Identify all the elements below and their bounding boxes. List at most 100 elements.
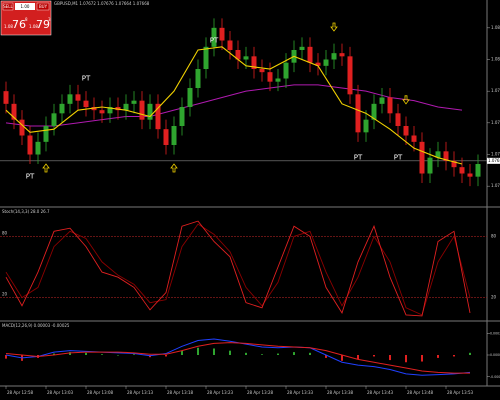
histogram-bar — [405, 355, 407, 363]
one-click-panel: SELL 1.00 BUY 1.08 76 8 1.08 79 3 — [0, 0, 52, 36]
main-title: GBPUSD,M1 1.07672 1.07676 1.07664 1.0766… — [54, 1, 150, 6]
macd-title: MACD(12,26,9) 0.00003 -0.00025 — [2, 323, 70, 328]
sell-price-big: 76 — [12, 18, 26, 31]
histogram-bar — [373, 355, 375, 357]
candle-body — [51, 113, 57, 126]
level-label-left: 80 — [2, 230, 8, 235]
y-tick-label: 1.0780 — [491, 120, 500, 125]
histogram-bar — [309, 352, 311, 355]
candle-body — [19, 119, 25, 136]
arrow-down — [330, 22, 338, 32]
candle-body — [131, 100, 137, 104]
sell-price-small: 1.08 — [4, 24, 13, 29]
buy-label[interactable]: BUY — [39, 4, 48, 9]
level-label-left: 20 — [2, 292, 8, 297]
signal-line — [5, 342, 470, 374]
arrow-up — [42, 163, 50, 173]
histogram-bar — [341, 355, 343, 361]
histogram-bar — [85, 352, 87, 355]
histogram-bar — [69, 352, 71, 355]
candle-body — [355, 94, 361, 133]
candle-body — [155, 103, 161, 130]
histogram-bar — [213, 348, 215, 355]
candle-body — [3, 91, 9, 104]
histogram-bar — [5, 355, 7, 359]
stoch-signal — [5, 223, 471, 316]
y-tick-label: 1.0790 — [491, 88, 500, 93]
time-label: 28 Apr 13:28 — [247, 390, 274, 395]
sell-label[interactable]: SELL — [3, 4, 13, 9]
candle-body — [11, 103, 17, 120]
candle-body — [435, 151, 441, 158]
candle-body — [43, 126, 49, 142]
candle-body — [259, 69, 265, 73]
candle-body — [179, 107, 185, 126]
candle-body — [275, 78, 281, 82]
histogram-bar — [293, 352, 295, 355]
lot-input[interactable] — [15, 3, 35, 10]
candle-body — [387, 97, 393, 114]
candle-body — [339, 53, 345, 57]
candle-body — [227, 40, 233, 50]
candle-body — [195, 69, 201, 88]
candle-body — [475, 164, 481, 177]
candle-body — [203, 46, 209, 69]
candle-body — [123, 103, 129, 111]
time-label: 28 Apr 13:53 — [447, 390, 474, 395]
candle-body — [395, 113, 401, 126]
candle-body — [443, 151, 449, 161]
pt-label: PT — [394, 154, 403, 162]
candle-body — [163, 129, 169, 145]
time-label: 28 Apr 13:23 — [207, 390, 234, 395]
candle-body — [75, 94, 81, 101]
candle-body — [27, 135, 33, 155]
sell-price-sup: 8 — [25, 17, 28, 22]
histogram-bar — [165, 355, 167, 357]
candle-body — [235, 50, 241, 60]
price-tag-label: 1.0768 — [488, 158, 500, 163]
y-tick-label: -0.000300 — [490, 375, 500, 379]
level-label: 80 — [491, 233, 497, 238]
stoch-title: Stoch(14,3,3) 28.0 26.7 — [2, 209, 50, 214]
time-label: 28 Apr 13:08 — [87, 390, 114, 395]
candle-body — [251, 56, 257, 69]
time-label: 28 Apr 13:38 — [327, 390, 354, 395]
buy-price-big: 79 — [36, 18, 50, 31]
candle-body — [307, 46, 313, 63]
candle-body — [363, 119, 369, 133]
candle-body — [211, 27, 217, 47]
y-tick-label: 0.000000 — [490, 353, 500, 357]
time-label: 28 Apr 13:18 — [167, 390, 194, 395]
time-label: 28 Apr 13:13 — [127, 390, 154, 395]
candle-body — [35, 141, 41, 155]
candle-body — [379, 97, 385, 104]
candle-body — [187, 88, 193, 107]
candle-body — [331, 53, 337, 60]
sell-button[interactable] — [2, 2, 14, 11]
candle-body — [267, 72, 273, 82]
candle-body — [243, 56, 249, 60]
y-tick-label: 1.0770 — [491, 152, 500, 157]
histogram-bar — [277, 353, 279, 355]
pt-label: PT — [210, 37, 219, 45]
histogram-bar — [133, 354, 135, 355]
ma-slow — [5, 84, 463, 127]
buy-button[interactable] — [36, 2, 50, 11]
histogram-bar — [389, 355, 391, 361]
histogram-bar — [117, 355, 119, 356]
lot-value[interactable]: 1.00 — [21, 4, 30, 9]
time-label: 28 Apr 13:03 — [47, 390, 74, 395]
buy-price-sup: 3 — [48, 17, 51, 22]
y-tick-label: 1.0810 — [491, 25, 500, 30]
histogram-bar — [229, 350, 231, 355]
level-label: 20 — [491, 295, 497, 300]
histogram-bar — [53, 353, 55, 355]
candle-body — [459, 167, 465, 174]
candle-body — [371, 103, 377, 120]
ma-fast — [5, 46, 463, 165]
histogram-bar — [469, 352, 471, 355]
candle-body — [107, 107, 113, 114]
histogram-bar — [245, 352, 247, 355]
